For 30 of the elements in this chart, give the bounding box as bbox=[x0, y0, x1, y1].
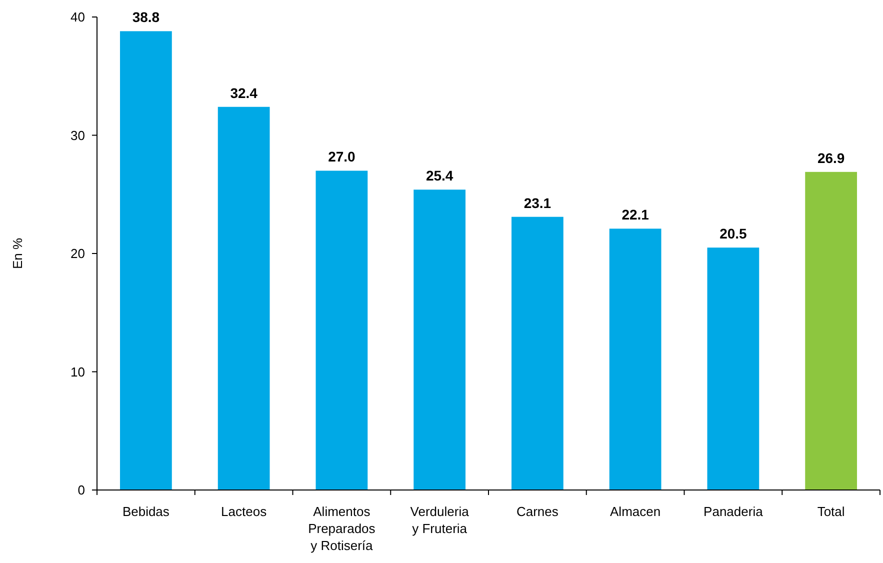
bar bbox=[316, 170, 368, 490]
bar bbox=[120, 31, 172, 490]
data-label: 38.8 bbox=[132, 9, 160, 26]
data-label: 25.4 bbox=[426, 168, 454, 184]
x-tick-label: Panaderia bbox=[704, 504, 764, 519]
bar bbox=[218, 106, 270, 490]
y-axis-title: En % bbox=[10, 238, 25, 270]
data-label: 27.0 bbox=[328, 148, 356, 165]
y-tick-label: 0 bbox=[78, 482, 85, 498]
data-label: 22.1 bbox=[622, 206, 650, 223]
y-tick-label: 40 bbox=[70, 10, 85, 25]
bar bbox=[512, 216, 564, 490]
y-tick-label: 30 bbox=[70, 128, 85, 143]
x-tick-label: Bebidas bbox=[122, 504, 170, 519]
bar bbox=[805, 172, 857, 490]
y-tick-label: 20 bbox=[70, 246, 85, 262]
x-tick-label: Carnes bbox=[516, 504, 559, 519]
data-label: 32.4 bbox=[230, 84, 258, 101]
x-tick-label: Alimentos Preparados y Rotisería bbox=[308, 504, 376, 553]
bar bbox=[707, 248, 760, 490]
x-tick-label: Total bbox=[817, 504, 845, 519]
x-tick-label: Lacteos bbox=[221, 504, 268, 519]
bar bbox=[414, 190, 466, 490]
y-tick-label: 10 bbox=[70, 364, 85, 380]
x-tick-label: Almacen bbox=[610, 504, 661, 519]
data-label: 20.5 bbox=[720, 226, 748, 242]
bar bbox=[609, 228, 662, 490]
data-label: 23.1 bbox=[524, 194, 552, 211]
x-tick-label: Verduleria y Fruteria bbox=[410, 504, 470, 536]
data-label: 26.9 bbox=[817, 150, 845, 166]
